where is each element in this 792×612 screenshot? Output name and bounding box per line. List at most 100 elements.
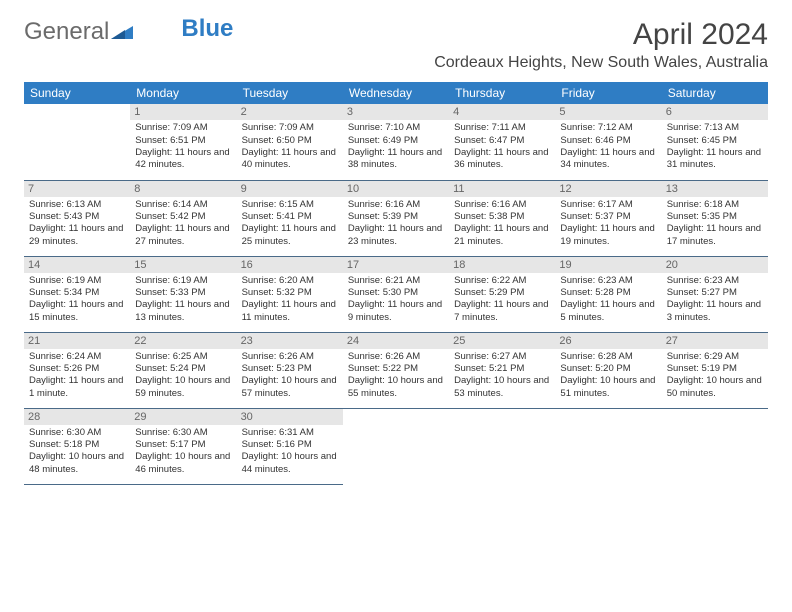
sunrise-text: Sunrise: 6:26 AM	[242, 351, 338, 363]
sunrise-text: Sunrise: 6:21 AM	[348, 275, 444, 287]
daylight-text: Daylight: 11 hours and 5 minutes.	[560, 299, 656, 324]
daylight-text: Daylight: 10 hours and 53 minutes.	[454, 375, 550, 400]
calendar-cell: 13Sunrise: 6:18 AMSunset: 5:35 PMDayligh…	[662, 180, 768, 256]
calendar-cell: 18Sunrise: 6:22 AMSunset: 5:29 PMDayligh…	[449, 256, 555, 332]
sunset-text: Sunset: 5:38 PM	[454, 211, 550, 223]
day-number: 11	[449, 181, 555, 197]
sunrise-text: Sunrise: 7:13 AM	[667, 122, 763, 134]
calendar-cell: 24Sunrise: 6:26 AMSunset: 5:22 PMDayligh…	[343, 332, 449, 408]
calendar-cell: 1Sunrise: 7:09 AMSunset: 6:51 PMDaylight…	[130, 104, 236, 180]
calendar-week-row: 14 Sunrise: 6:19 AM Sunset: 5:34 PM Dayligh…	[24, 256, 768, 332]
day-number: 10	[343, 181, 449, 197]
sunrise-text: Sunrise: 6:13 AM	[29, 199, 125, 211]
weekday-header: Friday	[555, 82, 661, 104]
calendar-cell	[24, 104, 130, 180]
sunrise-text: Sunrise: 7:12 AM	[560, 122, 656, 134]
sunset-text: Sunset: 5:26 PM	[29, 363, 125, 375]
location-text: Cordeaux Heights, New South Wales, Austr…	[434, 54, 768, 72]
sunrise-text: Sunrise: 6:30 AM	[29, 427, 125, 439]
day-number: 15	[130, 257, 236, 273]
daylight-text: Daylight: 11 hours and 7 minutes.	[454, 299, 550, 324]
sunset-text: Sunset: 5:27 PM	[667, 287, 763, 299]
day-number: 12	[555, 181, 661, 197]
day-number: 7	[24, 181, 130, 197]
day-number: 29	[130, 409, 236, 425]
day-number: 14	[24, 257, 130, 273]
sunset-text: Sunset: 5:34 PM	[29, 287, 125, 299]
calendar-cell: 30Sunrise: 6:31 AMSunset: 5:16 PMDayligh…	[237, 408, 343, 484]
sunrise-text: Sunrise: 6:15 AM	[242, 199, 338, 211]
sunset-text: Sunset: 5:32 PM	[242, 287, 338, 299]
daylight-text: Daylight: 11 hours and 3 minutes.	[667, 299, 763, 324]
day-number: 18	[449, 257, 555, 273]
daylight-text: Daylight: 11 hours and 1 minute.	[29, 375, 125, 400]
day-number: 19	[555, 257, 661, 273]
sunrise-text: Sunrise: 6:22 AM	[454, 275, 550, 287]
day-number: 16	[237, 257, 343, 273]
sunset-text: Sunset: 5:19 PM	[667, 363, 763, 375]
sunrise-text: Sunrise: 6:23 AM	[560, 275, 656, 287]
calendar-cell	[449, 408, 555, 484]
day-number: 21	[24, 333, 130, 349]
sunrise-text: Sunrise: 6:28 AM	[560, 351, 656, 363]
logo-triangle-icon	[111, 18, 133, 46]
day-number: 22	[130, 333, 236, 349]
day-number: 8	[130, 181, 236, 197]
daylight-text: Daylight: 10 hours and 50 minutes.	[667, 375, 763, 400]
weekday-header-row: Sunday Monday Tuesday Wednesday Thursday…	[24, 82, 768, 104]
calendar-cell: 5Sunrise: 7:12 AMSunset: 6:46 PMDaylight…	[555, 104, 661, 180]
calendar-cell: 27Sunrise: 6:29 AMSunset: 5:19 PMDayligh…	[662, 332, 768, 408]
weekday-header: Saturday	[662, 82, 768, 104]
daylight-text: Daylight: 11 hours and 19 minutes.	[560, 223, 656, 248]
calendar-body: 1Sunrise: 7:09 AMSunset: 6:51 PMDaylight…	[24, 104, 768, 484]
sunset-text: Sunset: 5:16 PM	[242, 439, 338, 451]
sunset-text: Sunset: 5:24 PM	[135, 363, 231, 375]
sunset-text: Sunset: 5:22 PM	[348, 363, 444, 375]
sunset-text: Sunset: 6:50 PM	[242, 135, 338, 147]
logo: General Blue	[24, 18, 233, 46]
daylight-text: Daylight: 11 hours and 13 minutes.	[135, 299, 231, 324]
sunset-text: Sunset: 5:20 PM	[560, 363, 656, 375]
sunset-text: Sunset: 5:18 PM	[29, 439, 125, 451]
day-number: 1	[130, 104, 236, 120]
sunrise-text: Sunrise: 7:09 AM	[135, 122, 231, 134]
sunset-text: Sunset: 6:47 PM	[454, 135, 550, 147]
day-number: 27	[662, 333, 768, 349]
day-number: 23	[237, 333, 343, 349]
weekday-header: Monday	[130, 82, 236, 104]
month-title: April 2024	[434, 18, 768, 52]
calendar-cell: 28Sunrise: 6:30 AMSunset: 5:18 PMDayligh…	[24, 408, 130, 484]
daylight-text: Daylight: 11 hours and 23 minutes.	[348, 223, 444, 248]
calendar-cell: 3Sunrise: 7:10 AMSunset: 6:49 PMDaylight…	[343, 104, 449, 180]
day-number: 2	[237, 104, 343, 120]
calendar-cell: 12Sunrise: 6:17 AMSunset: 5:37 PMDayligh…	[555, 180, 661, 256]
weekday-header: Wednesday	[343, 82, 449, 104]
calendar-cell: 15Sunrise: 6:19 AMSunset: 5:33 PMDayligh…	[130, 256, 236, 332]
daylight-text: Daylight: 11 hours and 34 minutes.	[560, 147, 656, 172]
day-number: 5	[555, 104, 661, 120]
daylight-text: Daylight: 10 hours and 55 minutes.	[348, 375, 444, 400]
sunset-text: Sunset: 5:39 PM	[348, 211, 444, 223]
calendar-cell: 19Sunrise: 6:23 AMSunset: 5:28 PMDayligh…	[555, 256, 661, 332]
daylight-text: Daylight: 10 hours and 57 minutes.	[242, 375, 338, 400]
sunset-text: Sunset: 5:21 PM	[454, 363, 550, 375]
calendar-week-row: 7Sunrise: 6:13 AMSunset: 5:43 PMDaylight…	[24, 180, 768, 256]
calendar-cell: 7Sunrise: 6:13 AMSunset: 5:43 PMDaylight…	[24, 180, 130, 256]
day-number: 4	[449, 104, 555, 120]
sunrise-text: Sunrise: 6:24 AM	[29, 351, 125, 363]
weekday-header: Thursday	[449, 82, 555, 104]
sunrise-text: Sunrise: 6:25 AM	[135, 351, 231, 363]
sunrise-text: Sunrise: 6:16 AM	[348, 199, 444, 211]
daylight-text: Daylight: 11 hours and 9 minutes.	[348, 299, 444, 324]
sunset-text: Sunset: 5:41 PM	[242, 211, 338, 223]
daylight-text: Daylight: 10 hours and 59 minutes.	[135, 375, 231, 400]
calendar-cell: 21 Sunrise: 6:24 AMSunset: 5:26 PMDayligh…	[24, 332, 130, 408]
calendar-cell: 26Sunrise: 6:28 AMSunset: 5:20 PMDayligh…	[555, 332, 661, 408]
sunrise-text: Sunrise: 7:09 AM	[242, 122, 338, 134]
day-number: 25	[449, 333, 555, 349]
sunset-text: Sunset: 5:23 PM	[242, 363, 338, 375]
calendar-cell	[555, 408, 661, 484]
sunrise-text: Sunrise: 6:19 AM	[135, 275, 231, 287]
daylight-text: Daylight: 11 hours and 38 minutes.	[348, 147, 444, 172]
daylight-text: Daylight: 11 hours and 31 minutes.	[667, 147, 763, 172]
